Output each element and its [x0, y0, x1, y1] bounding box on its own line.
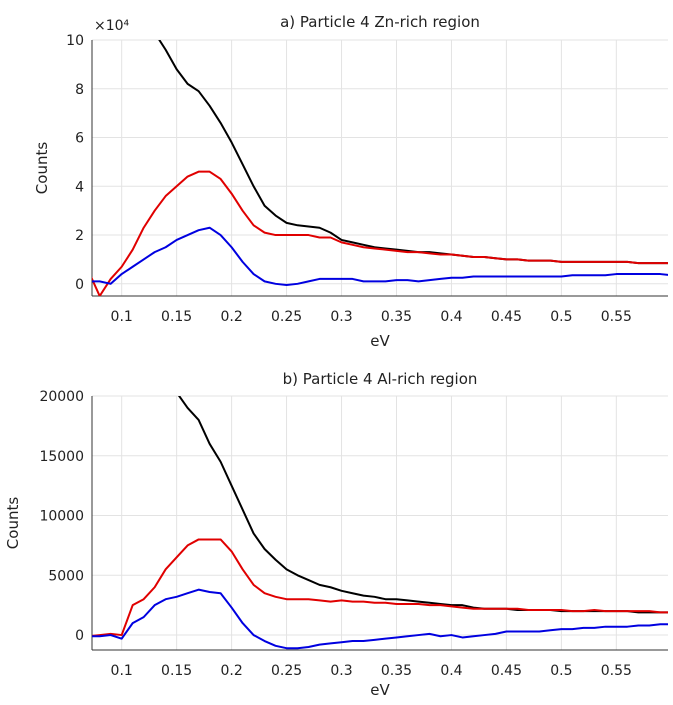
- data-line: [92, 538, 668, 637]
- y-tick-label: 20000: [39, 389, 84, 405]
- x-tick-label: 0.25: [271, 663, 302, 679]
- data-line: [92, 588, 668, 650]
- x-tick-label: 0.4: [440, 663, 462, 679]
- chart-title: a) Particle 4 Zn-rich region: [280, 13, 480, 31]
- y-tick-label: 15000: [39, 449, 84, 465]
- x-tick-label: 0.45: [491, 309, 522, 325]
- x-tick-label: 0.55: [601, 309, 632, 325]
- y-tick-label: 0: [75, 628, 84, 644]
- plot-area: [92, 40, 668, 296]
- x-tick-label: 0.15: [161, 309, 192, 325]
- x-tick-label: 0.3: [330, 663, 352, 679]
- chart-title: b) Particle 4 Al-rich region: [283, 370, 478, 388]
- x-tick-label: 0.2: [220, 309, 242, 325]
- y-tick-label: 10: [66, 33, 84, 49]
- x-tick-label: 0.35: [381, 309, 412, 325]
- data-line: [92, 170, 668, 296]
- x-axis-label: eV: [370, 681, 390, 699]
- y-multiplier: ×10⁴: [94, 18, 130, 34]
- y-tick-label: 4: [75, 179, 84, 195]
- y-tick-label: 10000: [39, 509, 84, 525]
- x-tick-label: 0.1: [111, 309, 133, 325]
- x-tick-label: 0.1: [111, 663, 133, 679]
- y-tick-label: 6: [75, 131, 84, 147]
- y-axis-label: Counts: [4, 497, 22, 550]
- plot-area: [92, 396, 668, 650]
- y-tick-label: 8: [75, 82, 84, 98]
- data-line: [92, 226, 668, 287]
- x-tick-label: 0.55: [601, 663, 632, 679]
- x-tick-label: 0.3: [330, 309, 352, 325]
- x-tick-label: 0.5: [550, 309, 572, 325]
- x-axis-label: eV: [370, 332, 390, 350]
- x-tick-label: 0.45: [491, 663, 522, 679]
- x-tick-label: 0.5: [550, 663, 572, 679]
- x-tick-label: 0.35: [381, 663, 412, 679]
- y-tick-label: 0: [75, 277, 84, 293]
- y-tick-label: 5000: [48, 568, 84, 584]
- x-tick-label: 0.2: [220, 663, 242, 679]
- y-axis-label: Counts: [33, 142, 51, 195]
- x-tick-label: 0.15: [161, 663, 192, 679]
- x-tick-label: 0.4: [440, 309, 462, 325]
- x-tick-label: 0.25: [271, 309, 302, 325]
- data-line: [158, 40, 668, 265]
- y-tick-label: 2: [75, 228, 84, 244]
